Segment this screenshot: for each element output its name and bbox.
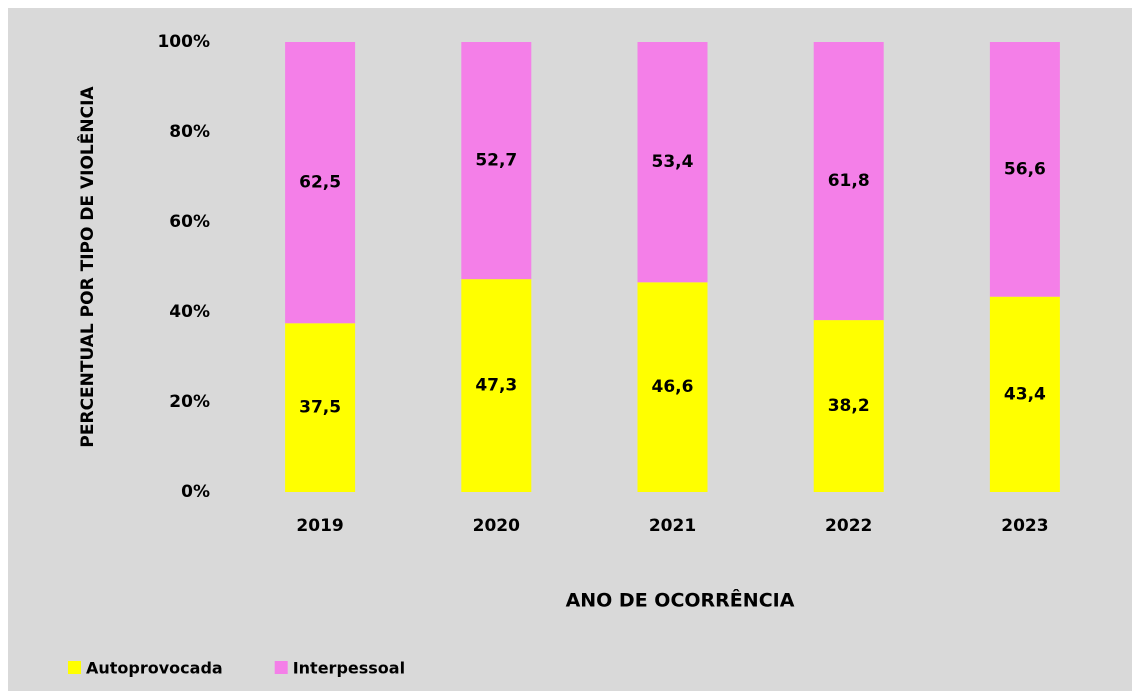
bar-segment — [989, 42, 1060, 297]
legend-label: Autoprovocada — [86, 659, 223, 678]
x-axis-title: ANO DE OCORRÊNCIA — [566, 589, 795, 612]
data-label: 52,7 — [475, 151, 517, 171]
data-label: 53,4 — [652, 152, 694, 172]
chart-background — [8, 8, 1132, 691]
bar-segment — [285, 323, 356, 492]
data-label: 43,4 — [1004, 384, 1046, 404]
legend-swatch — [68, 661, 81, 674]
y-tick-label: 40% — [169, 302, 210, 322]
data-label: 56,6 — [1004, 159, 1046, 179]
data-label: 37,5 — [299, 398, 341, 418]
x-tick-label: 2020 — [473, 516, 520, 536]
y-tick-label: 0% — [181, 482, 210, 502]
y-tick-label: 80% — [169, 122, 210, 142]
bar-segment — [461, 279, 532, 492]
bar-segment — [285, 42, 356, 324]
x-tick-label: 2022 — [825, 516, 872, 536]
bar-segment — [989, 296, 1060, 492]
y-axis-title: PERCENTUAL POR TIPO DE VIOLÊNCIA — [76, 86, 98, 448]
x-tick-label: 2023 — [1001, 516, 1048, 536]
y-tick-label: 100% — [157, 32, 210, 52]
bar-segment — [813, 42, 884, 321]
legend-swatch — [274, 661, 288, 674]
y-tick-label: 20% — [169, 392, 210, 412]
data-label: 38,2 — [828, 396, 870, 416]
x-tick-label: 2019 — [296, 516, 343, 536]
y-tick-label: 60% — [169, 212, 210, 232]
bar-segment — [637, 282, 708, 492]
x-tick-label: 2021 — [649, 516, 696, 536]
data-label: 47,3 — [475, 376, 517, 396]
data-label: 61,8 — [828, 171, 870, 191]
bar-segment — [461, 42, 532, 280]
bar-segment — [637, 42, 708, 283]
legend-label: Interpessoal — [293, 659, 405, 678]
data-label: 46,6 — [652, 377, 694, 397]
data-label: 62,5 — [299, 173, 341, 193]
bar-segment — [813, 320, 884, 492]
